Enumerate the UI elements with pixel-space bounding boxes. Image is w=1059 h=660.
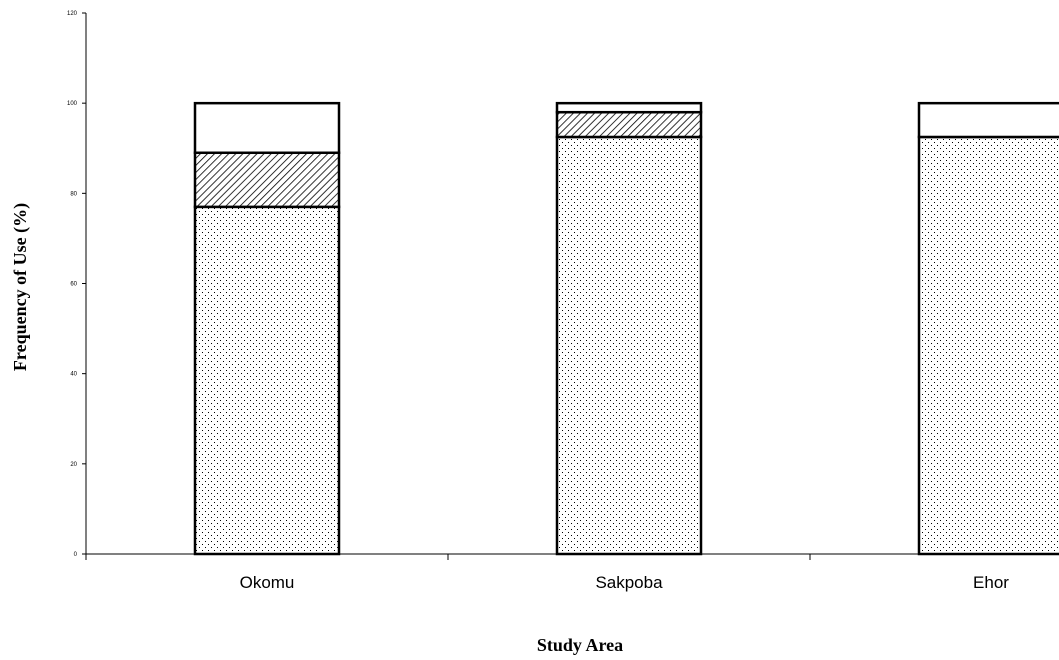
bar-segment-blank [555, 101, 703, 114]
y-tick-label: 120 [67, 11, 78, 17]
y-axis-title: Frequency of Use (%) [10, 203, 31, 371]
x-axis: Okomu Sakpoba Ehor [85, 553, 1059, 592]
bar-segment-blank [917, 101, 1059, 139]
y-axis: 0 20 40 60 80 100 120 [67, 11, 87, 558]
x-tick-label: Sakpoba [595, 573, 663, 592]
y-tick-label: 20 [70, 462, 77, 468]
x-tick-label: Okomu [240, 573, 295, 592]
bar-segment-dots [193, 205, 341, 556]
y-tick-label: 100 [67, 101, 78, 107]
y-tick-label: 40 [70, 372, 77, 378]
x-axis-title: Study Area [537, 635, 623, 655]
bar-segment-diagonal-hatch [555, 110, 703, 139]
bar-segment-diagonal-hatch [193, 151, 341, 209]
y-tick-label: 60 [70, 282, 77, 288]
bar-segment-dots [917, 135, 1059, 556]
x-tick-label: Ehor [973, 573, 1009, 592]
bar-segment-dots [555, 135, 703, 556]
y-tick-label: 0 [74, 552, 78, 558]
bars [193, 101, 1059, 556]
bar-segment-blank [193, 101, 341, 155]
y-tick-label: 80 [70, 191, 77, 197]
